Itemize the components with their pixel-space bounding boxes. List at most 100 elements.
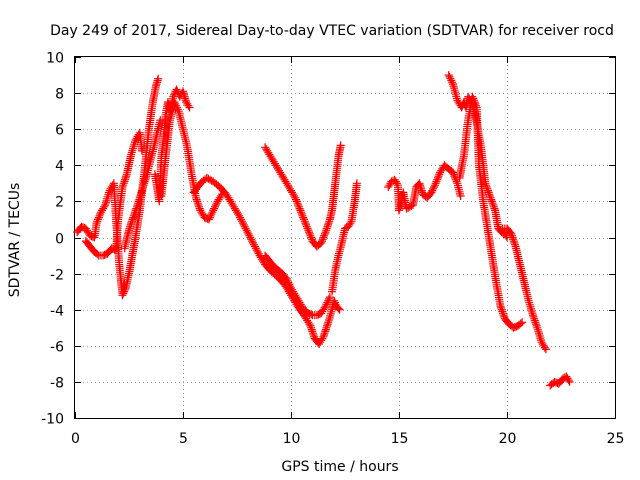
- data-point: [210, 204, 219, 213]
- data-point: [320, 303, 329, 312]
- y-tick-label: -8: [50, 376, 64, 392]
- data-point: [236, 213, 245, 222]
- data-point: [282, 275, 291, 283]
- data-point: [96, 210, 105, 218]
- data-point: [237, 215, 245, 224]
- data-point: [286, 282, 295, 291]
- data-point: [427, 188, 436, 197]
- data-point: [541, 345, 550, 354]
- data-point: [283, 276, 292, 285]
- data-point: [448, 78, 457, 87]
- data-point: [127, 217, 136, 226]
- data-point: [301, 219, 310, 228]
- ticks-layer: -10 -8 -6 -4 -2 0 2 4 6 8 10 0 5 10 15 20 25: [41, 51, 624, 448]
- data-point: [94, 215, 102, 224]
- y-tick-label: 6: [55, 123, 64, 139]
- data-point: [447, 76, 456, 85]
- series-track-f: [189, 173, 344, 348]
- data-point: [122, 172, 131, 181]
- data-point: [317, 238, 326, 247]
- data-point: [184, 101, 193, 110]
- data-point: [212, 199, 221, 208]
- series-track-l: [455, 92, 527, 332]
- series-track-m: [498, 224, 550, 354]
- data-point: [321, 302, 330, 311]
- data-point: [325, 293, 334, 302]
- data-point: [120, 287, 129, 296]
- data-point: [195, 202, 203, 211]
- data-point: [93, 250, 102, 259]
- data-point: [138, 146, 146, 155]
- data-point: [300, 215, 308, 224]
- x-tick-label: 0: [71, 431, 80, 447]
- data-point: [119, 181, 128, 190]
- data-point: [292, 197, 301, 206]
- data-point: [298, 211, 307, 220]
- data-point: [456, 192, 465, 200]
- data-point: [173, 103, 181, 112]
- data-point: [336, 141, 345, 150]
- data-point: [253, 247, 262, 256]
- data-point: [470, 98, 479, 107]
- data-point: [324, 219, 333, 228]
- data-point: [304, 226, 313, 235]
- data-point: [533, 323, 542, 332]
- data-point: [485, 192, 494, 200]
- data-point: [516, 319, 525, 328]
- data-point: [429, 184, 438, 193]
- data-point: [322, 300, 331, 309]
- data-point: [245, 231, 254, 240]
- data-point: [469, 94, 478, 103]
- data-point: [305, 320, 314, 329]
- y-tick-label: 10: [46, 51, 64, 67]
- x-tick-label: 5: [179, 431, 188, 447]
- y-tick-label: 2: [55, 195, 64, 211]
- y-tick-label: 8: [55, 87, 64, 103]
- data-point: [444, 71, 453, 80]
- grid-layer: [75, 57, 615, 418]
- data-point: [392, 179, 401, 188]
- data-point: [320, 229, 329, 238]
- data-point: [320, 231, 329, 240]
- data-point: [330, 298, 339, 307]
- x-tick-label: 10: [283, 431, 301, 447]
- data-point: [352, 179, 361, 188]
- data-point: [246, 233, 255, 242]
- data-point: [320, 329, 329, 338]
- data-point: [530, 316, 539, 325]
- data-point: [290, 192, 299, 200]
- data-point: [300, 217, 309, 226]
- data-point: [292, 195, 300, 204]
- data-point: [497, 303, 506, 312]
- data-point: [535, 329, 544, 338]
- data-point: [100, 202, 109, 211]
- data-point: [211, 202, 219, 211]
- data-point: [323, 298, 332, 307]
- data-point: [527, 304, 536, 313]
- data-point: [204, 215, 213, 224]
- data-point: [244, 229, 253, 238]
- data-point: [305, 228, 313, 237]
- data-point: [93, 217, 102, 226]
- y-tick-label: -10: [41, 412, 64, 428]
- data-point: [241, 224, 250, 233]
- data-point: [250, 242, 259, 251]
- y-tick-label: 4: [55, 159, 64, 175]
- data-point: [449, 168, 457, 177]
- data-point: [335, 305, 344, 314]
- y-tick-label: -4: [50, 304, 64, 320]
- series-track-a: [73, 74, 163, 300]
- data-point: [129, 213, 138, 222]
- data-point: [104, 188, 113, 197]
- data-point: [318, 334, 327, 343]
- data-point: [120, 177, 129, 186]
- data-point: [446, 74, 455, 83]
- data-point: [234, 210, 243, 218]
- chart-title: Day 249 of 2017, Sidereal Day-to-day VTE…: [50, 23, 614, 39]
- data-point: [94, 213, 103, 222]
- data-point: [185, 103, 194, 112]
- data-point: [118, 291, 127, 300]
- data-point: [346, 219, 355, 228]
- data-point: [294, 201, 303, 209]
